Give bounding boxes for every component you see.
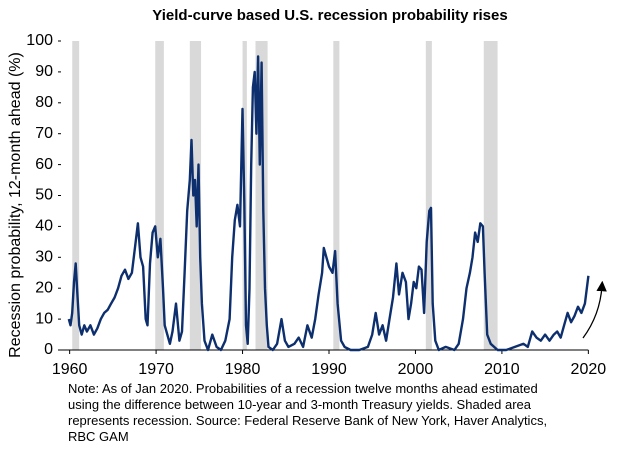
x-tick-label: 2020 bbox=[571, 361, 607, 378]
recession-band bbox=[72, 41, 80, 350]
x-tick-label: 1960 bbox=[52, 361, 88, 378]
recession-band bbox=[155, 41, 164, 350]
note-line: represents recession. Source: Federal Re… bbox=[68, 413, 547, 428]
y-tick-label: 10 bbox=[35, 310, 53, 327]
y-axis-label: Recession probability, 12-month ahead (%… bbox=[7, 52, 24, 358]
recession-band bbox=[425, 41, 432, 350]
note-line: Note: As of Jan 2020. Probabilities of a… bbox=[68, 381, 538, 396]
note: Note: As of Jan 2020. Probabilities of a… bbox=[68, 381, 547, 444]
note-line: using the difference between 10-year and… bbox=[68, 397, 532, 412]
x-tick-label: 2010 bbox=[484, 361, 520, 378]
y-tick-label: 50 bbox=[35, 187, 53, 204]
y-tick-label: 100 bbox=[26, 32, 53, 49]
recession-band bbox=[333, 41, 340, 350]
recession-band bbox=[483, 41, 498, 350]
y-tick-label: 70 bbox=[35, 125, 53, 142]
y-tick-label: 80 bbox=[35, 94, 53, 111]
note-line: RBC GAM bbox=[68, 429, 129, 444]
y-tick-label: 20 bbox=[35, 279, 53, 296]
x-tick-label: 1980 bbox=[225, 361, 261, 378]
y-tick-label: 30 bbox=[35, 249, 53, 266]
y-tick-label: 0 bbox=[44, 341, 53, 358]
x-tick-label: 1970 bbox=[138, 361, 174, 378]
x-tick-label: 1990 bbox=[311, 361, 347, 378]
annotation-arrow bbox=[582, 280, 607, 339]
y-tick-label: 40 bbox=[35, 218, 53, 235]
probability-line bbox=[67, 55, 590, 352]
y-tick-label: 60 bbox=[35, 156, 53, 173]
y-tick-label: 90 bbox=[35, 63, 53, 80]
x-tick-label: 2000 bbox=[398, 361, 434, 378]
chart-title: Yield-curve based U.S. recession probabi… bbox=[152, 7, 507, 24]
